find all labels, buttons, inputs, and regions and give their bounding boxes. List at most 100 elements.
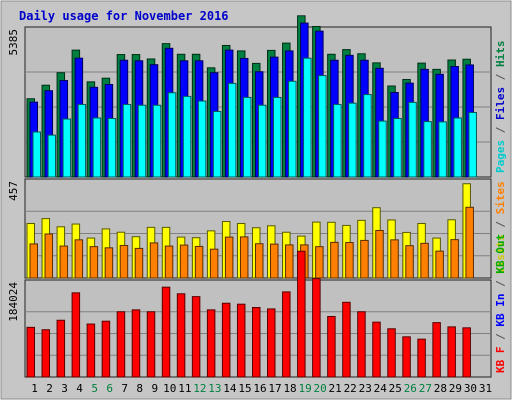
bar-pages-day-1 (32, 131, 41, 178)
bar-pages-day-23 (363, 94, 372, 178)
bar-pages-day-2 (47, 134, 57, 178)
bar-sites-day-16 (254, 243, 264, 279)
panels-layer: 5385 Pages / Files / Hits 457 Visits / Site… (7, 15, 507, 378)
bar-sites-day-6 (104, 247, 114, 279)
bar-pages-day-30 (468, 112, 477, 178)
bar-pages-day-13 (212, 110, 222, 178)
bar-pages-day-29 (453, 117, 462, 178)
bar-pages-day-10 (167, 92, 177, 178)
series-kb-f (26, 250, 471, 378)
bar-pages-day-27 (423, 121, 432, 178)
bar-kb-f-day-15 (236, 303, 246, 378)
x-tick-label: 14 (223, 382, 237, 395)
bar-pages-day-17 (273, 96, 282, 178)
x-tick-label: 27 (419, 382, 432, 395)
bar-kb-f-day-9 (146, 311, 156, 378)
bar-sites-day-17 (270, 243, 279, 279)
x-tick-label: 17 (268, 382, 281, 395)
x-tick-label: 19 (298, 382, 311, 395)
x-tick-label: 26 (404, 382, 417, 395)
legend-entry: KB F (494, 347, 507, 374)
x-tick-label: 8 (136, 382, 143, 395)
bar-pages-day-25 (393, 118, 402, 178)
series-sites (29, 206, 474, 279)
bar-kb-f-day-1 (26, 326, 35, 378)
legend-entry: Visits (494, 234, 507, 274)
legend-entry: Files (494, 87, 507, 120)
bar-sites-day-21 (330, 241, 339, 279)
bar-kb-f-day-23 (357, 311, 366, 378)
panel-1: 5385 Pages / Files / Hits (7, 15, 507, 178)
bar-kb-f-day-6 (101, 320, 111, 378)
bar-sites-day-2 (44, 233, 54, 279)
bar-pages-day-14 (227, 82, 237, 178)
bar-pages-day-28 (438, 121, 447, 178)
bar-kb-f-day-25 (387, 328, 396, 378)
x-tick-label: 5 (91, 382, 98, 395)
bar-kb-f-day-12 (191, 296, 201, 378)
x-tick-label: 21 (329, 382, 342, 395)
bar-sites-day-22 (345, 242, 354, 279)
bar-sites-day-30 (465, 206, 474, 279)
bar-pages-day-24 (378, 120, 387, 178)
x-tick-label: 18 (283, 382, 296, 395)
bar-kb-f-day-26 (402, 336, 411, 378)
bar-kb-f-day-7 (116, 311, 126, 378)
x-tick-label: 11 (178, 382, 191, 395)
x-tick-label: 25 (389, 382, 402, 395)
bar-pages-day-11 (182, 95, 192, 178)
x-tick-label: 15 (238, 382, 251, 395)
x-tick-label: 31 (479, 382, 492, 395)
bar-pages-day-18 (288, 80, 297, 178)
bar-pages-day-15 (242, 96, 252, 178)
x-tick-label: 30 (464, 382, 477, 395)
bar-sites-day-15 (239, 236, 249, 279)
x-tick-label: 16 (253, 382, 266, 395)
bar-kb-f-day-28 (432, 322, 441, 378)
bar-sites-day-3 (59, 245, 69, 279)
bar-kb-f-day-19 (297, 250, 306, 378)
x-tick-label: 13 (208, 382, 221, 395)
x-tick-label: 9 (151, 382, 158, 395)
bar-pages-day-3 (62, 118, 72, 178)
bar-kb-f-day-29 (447, 326, 456, 378)
panel-2-legend: Visits / Sites (494, 181, 507, 274)
legend-entry: Hits (494, 41, 507, 68)
bar-kb-f-day-3 (56, 319, 66, 378)
bar-sites-day-10 (164, 245, 174, 279)
legend-entry: Pages (494, 140, 507, 173)
bar-kb-f-day-2 (41, 329, 51, 378)
x-axis-labels: 1 2 3 4 5 6 7 8 9 10 11 12 13 14 15 16 17 18 19 20 21 22 23 24 2… (31, 382, 492, 395)
bar-kb-f-day-10 (161, 286, 171, 378)
legend-entry: / (494, 120, 507, 140)
chart-title: Daily usage for November 2016 (19, 9, 229, 23)
bar-sites-day-9 (149, 242, 159, 279)
bar-sites-day-25 (390, 239, 399, 279)
bar-pages-day-12 (197, 100, 207, 178)
bar-sites-day-18 (285, 244, 294, 279)
bar-sites-day-29 (450, 239, 459, 279)
x-tick-label: 10 (163, 382, 176, 395)
bar-pages-day-20 (318, 75, 327, 178)
bar-pages-day-8 (137, 104, 147, 178)
bar-sites-day-8 (134, 247, 144, 279)
bar-sites-day-28 (435, 250, 444, 279)
x-tick-label: 4 (76, 382, 83, 395)
x-tick-label: 20 (314, 382, 327, 395)
bar-pages-day-5 (92, 117, 102, 178)
bar-sites-day-5 (89, 246, 99, 279)
x-tick-label: 29 (449, 382, 462, 395)
bar-kb-f-day-22 (342, 301, 351, 378)
bar-sites-day-26 (405, 245, 414, 279)
legend-entry: Sites (494, 181, 507, 214)
bar-sites-day-12 (194, 245, 204, 279)
x-tick-label: 6 (106, 382, 113, 395)
legend-entry: / (494, 274, 507, 294)
bar-kb-f-day-24 (372, 321, 381, 378)
bar-sites-day-13 (209, 248, 219, 279)
bar-kb-f-day-30 (462, 327, 471, 378)
bar-sites-day-1 (29, 243, 38, 279)
legend-entry: / (494, 327, 507, 347)
bar-sites-day-14 (224, 236, 234, 279)
